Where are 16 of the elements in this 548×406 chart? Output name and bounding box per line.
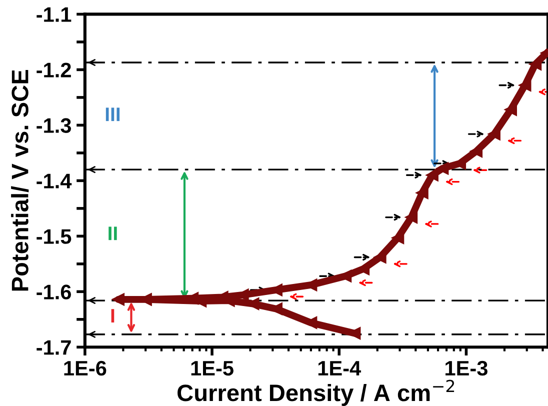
- y-tick-label: -1.6: [36, 284, 71, 300]
- x-tick-label: 1E-6: [64, 360, 106, 376]
- y-axis-title: Potential/ V vs. SCE: [11, 70, 29, 291]
- annotation: I: [111, 309, 114, 322]
- x-tick-label: 1E-5: [191, 361, 234, 376]
- y-tick-label: -1.7: [36, 340, 71, 355]
- y-tick-label: -1.2: [36, 62, 71, 78]
- y-tick-label: -1.1: [36, 7, 72, 22]
- x-tick-label: 1E-3: [446, 360, 488, 376]
- x-tick-label: 1E-4: [318, 361, 362, 376]
- y-tick-label: -1.4: [36, 174, 72, 188]
- y-tick-label: -1.5: [36, 229, 72, 244]
- annotation: II: [108, 226, 117, 240]
- y-tick-label: -1.3: [36, 118, 71, 133]
- annotation: III: [106, 108, 120, 122]
- x-axis-title: Current Density / A cm$^{−2}$: [178, 380, 454, 406]
